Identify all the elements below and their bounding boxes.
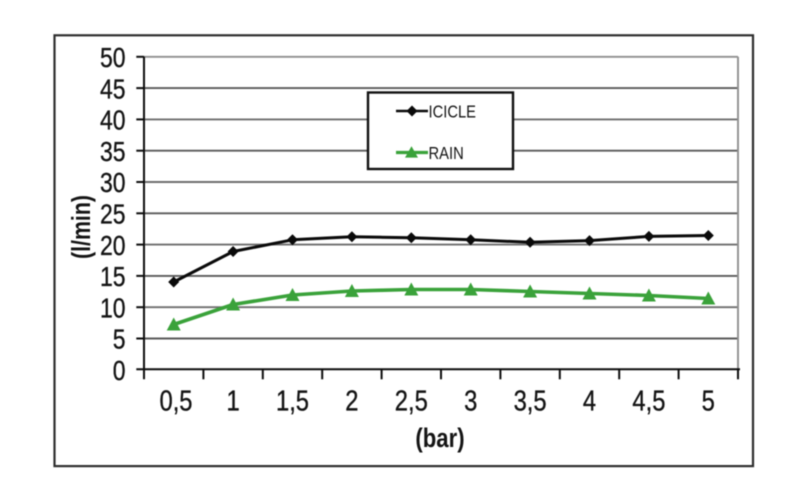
svg-text:2: 2	[345, 384, 358, 417]
svg-text:0: 0	[113, 356, 126, 387]
svg-text:3: 3	[464, 384, 477, 417]
svg-text:RAIN: RAIN	[429, 144, 464, 164]
svg-text:1,5: 1,5	[276, 384, 309, 417]
svg-text:5: 5	[113, 325, 126, 356]
svg-text:10: 10	[100, 293, 126, 324]
svg-text:30: 30	[100, 168, 126, 199]
svg-text:20: 20	[100, 231, 126, 262]
svg-text:40: 40	[100, 106, 126, 137]
svg-text:50: 50	[100, 43, 126, 74]
svg-text:0,5: 0,5	[159, 384, 192, 417]
svg-text:ICICLE: ICICLE	[429, 102, 477, 122]
svg-text:4,5: 4,5	[632, 384, 665, 417]
svg-text:25: 25	[100, 199, 126, 230]
svg-text:5: 5	[702, 384, 715, 417]
svg-text:(bar): (bar)	[415, 424, 464, 454]
svg-text:(l/min): (l/min)	[67, 195, 97, 259]
svg-text:3,5: 3,5	[514, 384, 547, 417]
svg-text:4: 4	[583, 384, 596, 417]
svg-text:45: 45	[100, 74, 126, 105]
svg-text:1: 1	[226, 384, 239, 417]
svg-text:35: 35	[100, 137, 126, 168]
svg-text:2,5: 2,5	[395, 384, 428, 417]
svg-text:15: 15	[100, 262, 126, 293]
